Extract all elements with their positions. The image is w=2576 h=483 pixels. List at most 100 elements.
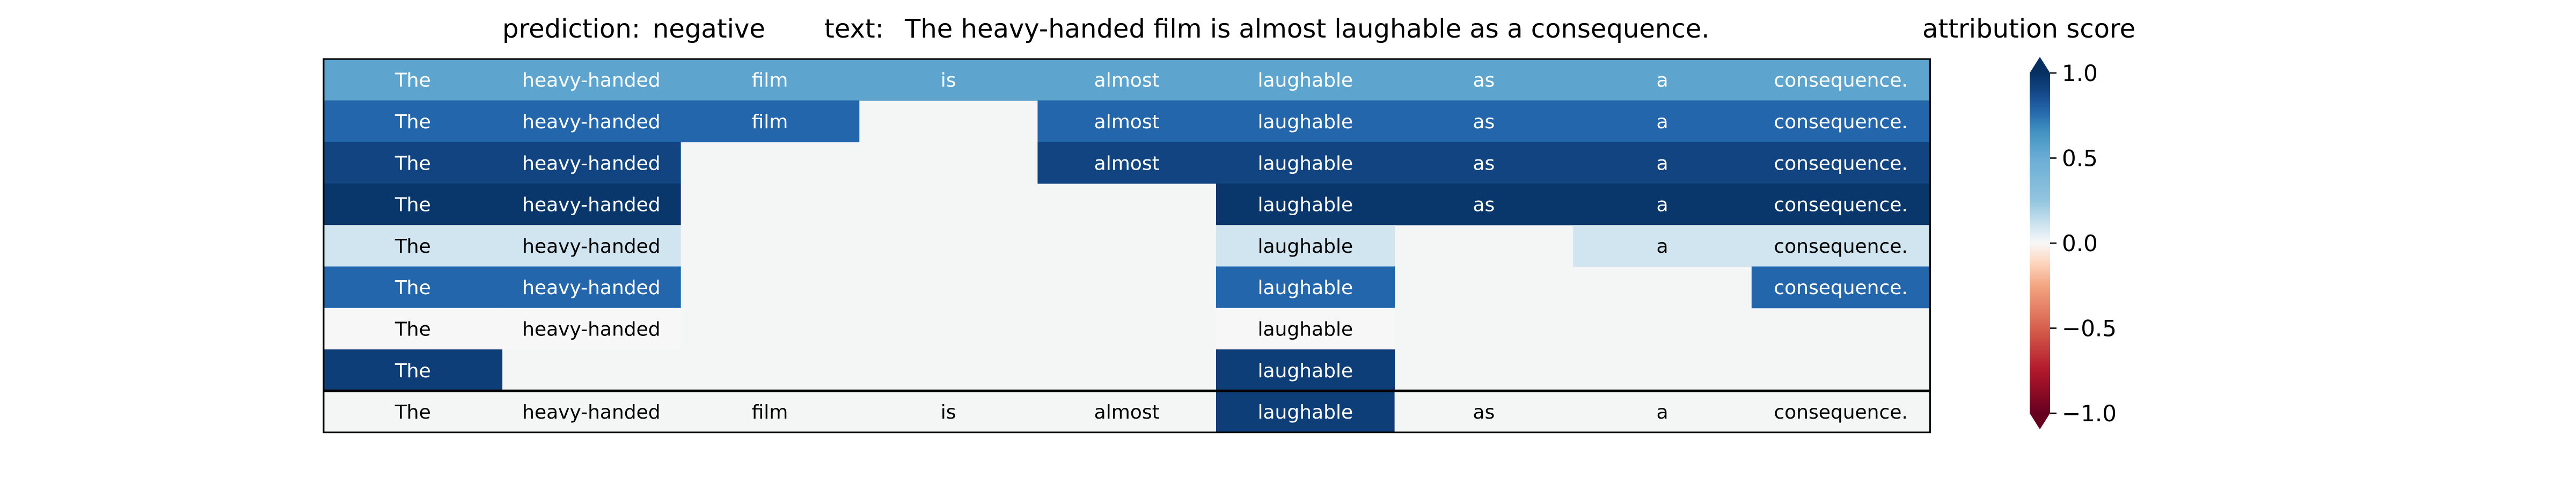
token-label: almost	[1094, 111, 1160, 133]
heatmap-cell	[1573, 142, 1752, 184]
heatmap-cell	[680, 59, 860, 101]
heatmap-cell	[502, 266, 681, 309]
heatmap-cell	[502, 59, 681, 101]
token-label: heavy-handed	[522, 277, 661, 299]
final-row-token: a	[1656, 401, 1668, 423]
heatmap-cell	[1216, 308, 1395, 350]
prediction-label: prediction:	[502, 14, 640, 44]
token-label: laughable	[1257, 277, 1353, 299]
token-label: a	[1656, 236, 1668, 258]
heatmap-cell	[1573, 183, 1752, 225]
token-label: consequence.	[1774, 70, 1908, 92]
heatmap-cell	[324, 225, 503, 267]
heatmap-cell	[324, 308, 503, 350]
token-label: as	[1473, 111, 1495, 133]
token-label: heavy-handed	[522, 70, 661, 92]
text-label: text:	[824, 14, 884, 44]
final-row-cell	[502, 391, 681, 433]
token-label: The	[394, 360, 431, 382]
colorbar-tick-label: −0.5	[2062, 316, 2117, 342]
token-label: heavy-handed	[522, 318, 661, 340]
heatmap-cell	[1394, 142, 1574, 184]
token-label: a	[1656, 70, 1668, 92]
heatmap-cell	[502, 142, 681, 184]
final-row-cell	[324, 391, 503, 433]
token-label: The	[394, 318, 431, 340]
final-row-cell	[1037, 391, 1217, 433]
heatmap-cell	[1573, 100, 1752, 143]
colorbar-tick-label: 0.0	[2062, 230, 2098, 257]
token-label: laughable	[1257, 318, 1353, 340]
heatmap-cell	[502, 100, 681, 143]
token-label: heavy-handed	[522, 194, 661, 216]
token-label: The	[394, 236, 431, 258]
prediction-value: negative	[653, 14, 765, 44]
token-label: The	[394, 70, 431, 92]
final-row-token: The	[394, 401, 431, 423]
token-label: film	[752, 70, 788, 92]
token-label: The	[394, 152, 431, 174]
final-row-cell	[1573, 391, 1752, 433]
heatmap-cell	[1216, 349, 1395, 391]
colorbar-tick-label: 1.0	[2062, 60, 2098, 86]
colorbar-max-extend	[2030, 57, 2050, 73]
heatmap-cell	[1216, 225, 1395, 267]
token-label: as	[1473, 70, 1495, 92]
heatmap-cell	[1216, 59, 1395, 101]
heatmap-cell	[1573, 59, 1752, 101]
heatmap-cell	[1216, 183, 1395, 225]
final-row-cell	[680, 391, 860, 433]
colorbar-min-extend	[2030, 413, 2050, 429]
token-label: The	[394, 194, 431, 216]
token-label: is	[941, 70, 956, 92]
token-label: heavy-handed	[522, 236, 661, 258]
token-label: almost	[1094, 152, 1160, 174]
heatmap-cell	[324, 142, 503, 184]
heatmap-cell	[680, 100, 860, 143]
colorbar-tick-label: 0.5	[2062, 145, 2098, 172]
heatmap-cell	[1751, 225, 1930, 267]
token-label: a	[1656, 194, 1668, 216]
heatmap-cell	[859, 59, 1038, 101]
final-row-token: is	[941, 401, 956, 423]
token-label: laughable	[1257, 360, 1353, 382]
heatmap-cell	[1037, 100, 1217, 143]
token-label: heavy-handed	[522, 111, 661, 133]
heatmap-cell	[502, 308, 681, 350]
heatmap-cell	[1751, 59, 1930, 101]
final-row-token: consequence.	[1774, 401, 1908, 423]
heatmap-cell	[1751, 183, 1930, 225]
final-row-cell	[859, 391, 1038, 433]
heatmap-cell	[324, 266, 503, 309]
input-text: The heavy-handed film is almost laughabl…	[905, 14, 1710, 44]
heatmap-cell	[1216, 100, 1395, 143]
token-label: a	[1656, 111, 1668, 133]
final-row-token: film	[752, 401, 788, 423]
final-row-cell	[1751, 391, 1930, 433]
token-label: The	[394, 111, 431, 133]
heatmap-cell	[1216, 266, 1395, 309]
heatmap-cell	[1037, 59, 1217, 101]
token-label: laughable	[1257, 194, 1353, 216]
colorbar-gradient	[2030, 73, 2050, 413]
token-label: consequence.	[1774, 277, 1908, 299]
heatmap-cell	[502, 183, 681, 225]
heatmap-cell	[324, 59, 503, 101]
heatmap-cell	[324, 100, 503, 143]
token-label: as	[1473, 194, 1495, 216]
token-label: a	[1656, 152, 1668, 174]
token-label: laughable	[1257, 111, 1353, 133]
token-label: heavy-handed	[522, 152, 661, 174]
final-row-token: heavy-handed	[522, 401, 661, 423]
heatmap-cell	[1751, 266, 1930, 309]
token-label: almost	[1094, 70, 1160, 92]
final-row-token: as	[1473, 401, 1495, 423]
heatmap-cell	[1394, 100, 1574, 143]
final-row-cell	[1216, 391, 1395, 433]
colorbar-tick-label: −1.0	[2062, 400, 2117, 427]
token-label: laughable	[1257, 236, 1353, 258]
token-label: consequence.	[1774, 194, 1908, 216]
heatmap-border	[323, 58, 1931, 434]
